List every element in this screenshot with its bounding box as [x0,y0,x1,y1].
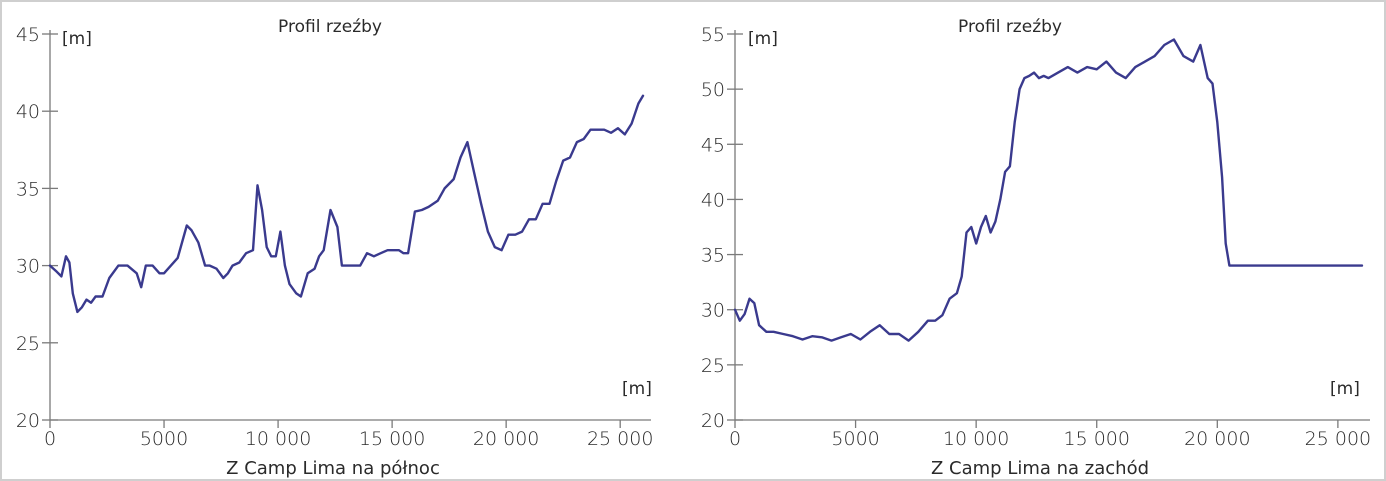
chart-north: Profil rzeźby 20 25 30 35 40 45 0 5000 10 000 15 0… [16,17,654,479]
x-unit-label: [m] [622,379,652,399]
x-axis-title: Z Camp Lima na północ [226,458,440,479]
x-tick-label: 10 000 [943,428,1009,450]
x-tick-label: 5000 [831,428,879,450]
x-tick-label: 25 000 [1305,428,1371,450]
x-tick-label: 15 000 [359,428,425,450]
y-unit-label: [m] [748,29,778,49]
y-tick-label: 30 [701,300,725,322]
y-tick-label: 45 [701,134,725,156]
chart-title: Profil rzeźby [958,17,1062,37]
x-tick-label: 15 000 [1063,428,1129,450]
x-tick-label: 20 000 [473,428,539,450]
x-tick-label: 0 [729,428,741,450]
y-tick-label: 40 [16,101,40,123]
x-tick-label: 10 000 [245,428,311,450]
x-unit-label: [m] [1330,379,1360,399]
chart-title: Profil rzeźby [278,17,382,37]
y-tick-label: 25 [16,333,40,355]
x-tick-label: 0 [44,428,56,450]
y-tick-label: 35 [701,245,725,267]
chart-west: Profil rzeźby 20 25 30 35 40 45 50 55 0 5000 10 000… [701,17,1371,479]
y-tick-label: 40 [701,189,725,211]
y-tick-label: 55 [701,24,725,46]
y-tick-label: 20 [701,410,725,432]
x-tick-label: 5000 [140,428,188,450]
x-tick-label: 20 000 [1184,428,1250,450]
elevation-series-line [48,94,645,314]
y-tick-label: 35 [16,178,40,200]
y-tick-label: 30 [16,256,40,278]
y-unit-label: [m] [62,29,92,49]
y-tick-label: 45 [16,24,40,46]
x-axis-title: Z Camp Lima na zachód [931,458,1149,479]
y-tick-label: 20 [16,410,40,432]
elevation-series-line [733,38,1364,342]
x-tick-label: 25 000 [587,428,653,450]
y-tick-label: 25 [701,355,725,377]
y-tick-label: 50 [701,79,725,101]
